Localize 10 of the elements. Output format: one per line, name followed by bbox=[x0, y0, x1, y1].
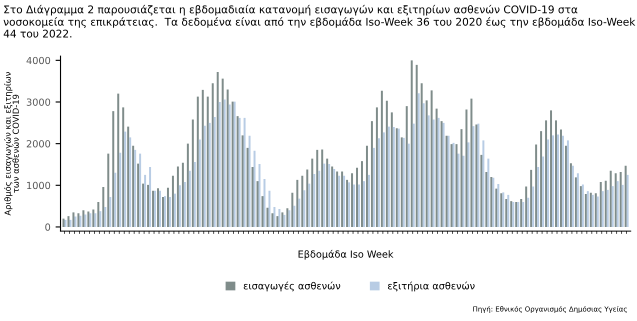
y-axis-title: Αριθμός εισαγωγών και εξιτηρίων των ασθενών COVID-19 bbox=[4, 72, 19, 216]
y-tick-label: 1000 bbox=[27, 182, 50, 190]
legend-label: εξιτήρια ασθενών bbox=[388, 282, 475, 292]
chart-title: Στο Διάγραμμα 2 παρουσιάζεται η εβδομαδιαία κατανομή εισαγωγών και εξιτηρίων ασθενών COVID-19 στα νοσοκομεία της επικράτειας. Τα δεδομένα είναι από την εβδομάδα Iso-Week 36 του 2020 έως την εβδομάδα Iso-Week 44 του 2022. bbox=[4, 4, 636, 38]
y-tick-label: 0 bbox=[45, 223, 50, 231]
y-tick-label: 3000 bbox=[26, 98, 50, 106]
y-tick-label: 2000 bbox=[26, 140, 50, 148]
x-axis-title: Εβδομάδα Iso Week bbox=[298, 250, 394, 260]
legend-label: εισαγωγές ασθενών bbox=[244, 282, 340, 292]
y-tick-label: 4000 bbox=[26, 56, 50, 64]
